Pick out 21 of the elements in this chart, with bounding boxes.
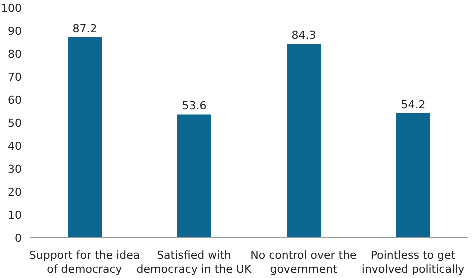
y-tick-label: 90 — [8, 24, 22, 38]
y-tick-label: 100 — [1, 2, 22, 15]
x-tick-label: Pointless to get involved politically — [362, 249, 466, 276]
y-tick-label: 0 — [15, 232, 22, 245]
y-tick-label: 50 — [8, 116, 22, 130]
y-tick-label: 20 — [8, 186, 22, 199]
data-label: 54.2 — [401, 98, 426, 112]
bar — [178, 114, 212, 238]
data-label: 84.3 — [292, 29, 316, 42]
bar — [287, 44, 321, 238]
x-tick-label: No control over the government — [250, 249, 358, 276]
y-tick-label: 10 — [8, 208, 22, 222]
data-label: 87.2 — [72, 22, 98, 36]
y-tick-label: 60 — [8, 94, 22, 107]
y-tick-label: 70 — [8, 70, 22, 84]
bar — [68, 37, 102, 238]
bar — [396, 113, 430, 238]
y-tick-label: 80 — [8, 48, 22, 61]
y-tick-label: 40 — [8, 140, 22, 153]
y-tick-label: 30 — [8, 162, 22, 176]
data-label: 53.6 — [182, 100, 207, 113]
